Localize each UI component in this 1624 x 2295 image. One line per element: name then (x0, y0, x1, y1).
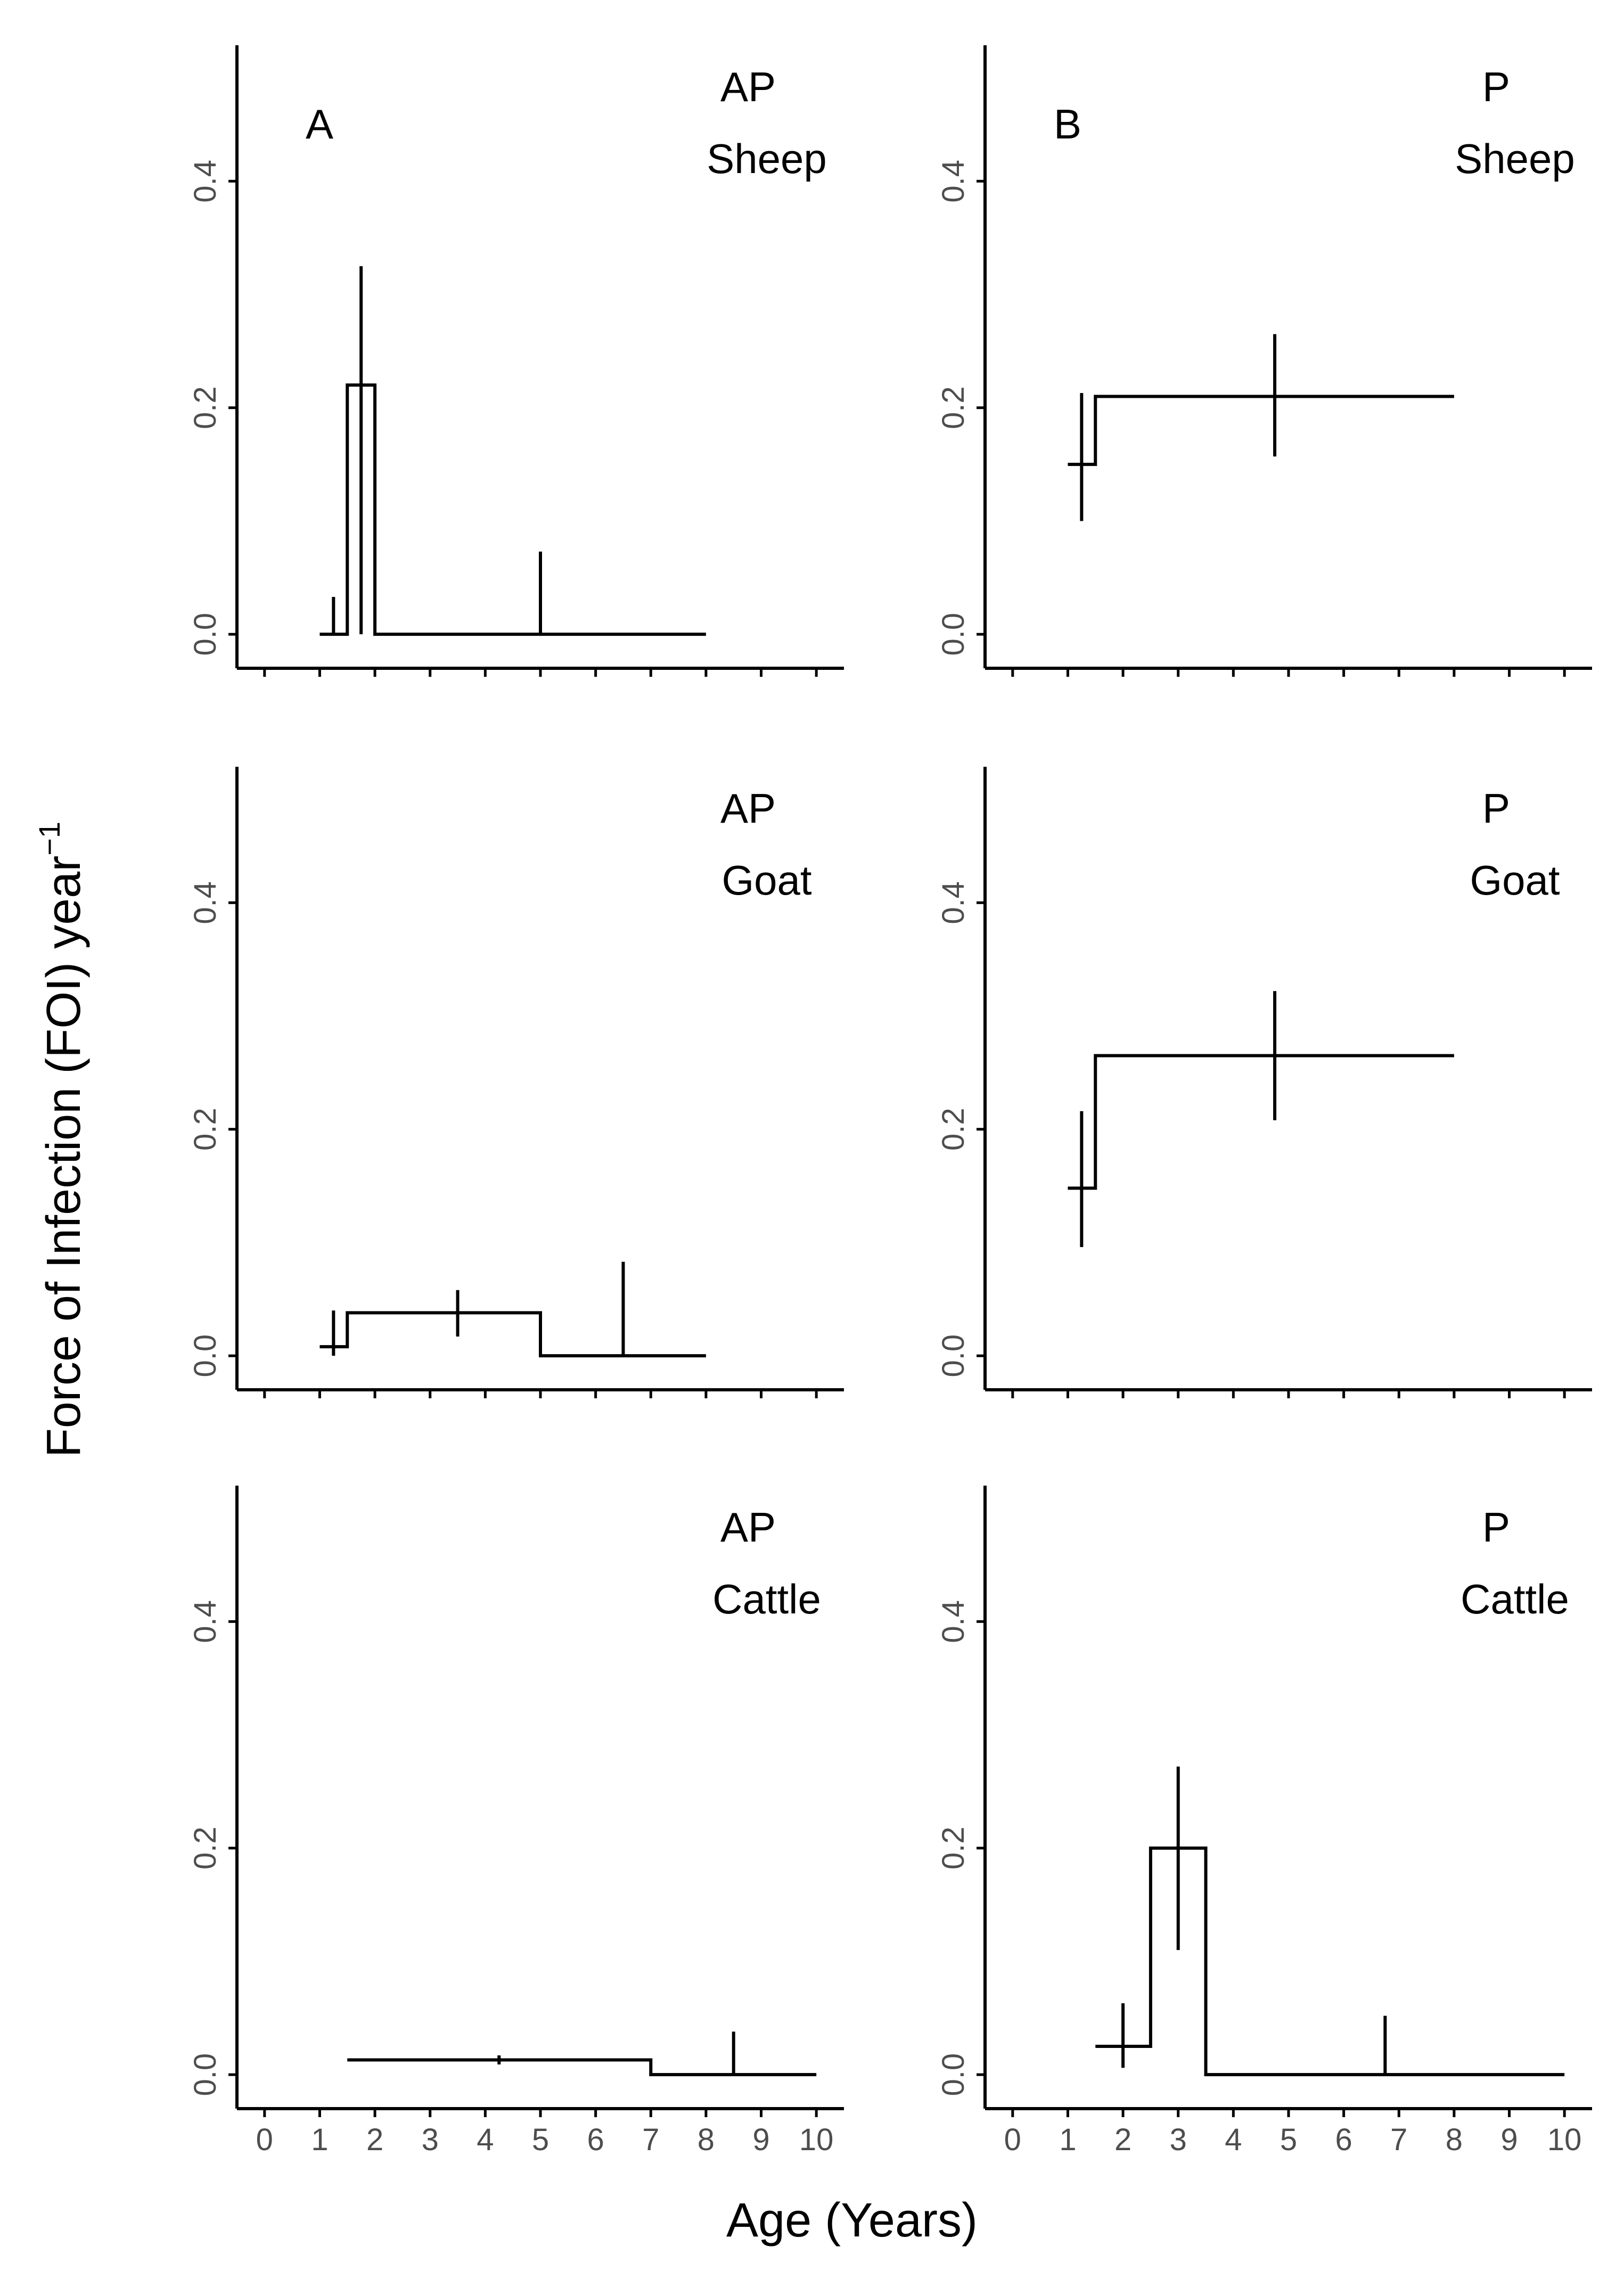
foi-step-line (1068, 1054, 1454, 1190)
panel-label-method: AP (720, 1504, 776, 1551)
x-tick-label: 5 (532, 2122, 549, 2157)
panel-label-method: P (1482, 785, 1510, 832)
y-tick-label: 0.4 (936, 160, 971, 203)
y-tick-label: 0.4 (936, 881, 971, 924)
x-tick-label: 5 (1280, 2122, 1297, 2157)
x-tick-label: 10 (799, 2122, 834, 2157)
y-tick-label: 0.0 (188, 1334, 223, 1378)
x-tick-label: 3 (1170, 2122, 1187, 2157)
x-axis-title: Age (Years) (726, 2194, 978, 2247)
y-tick-label: 0.2 (188, 386, 223, 429)
panel-3: 0.0 0.2 0.4 AP Goat (188, 767, 844, 1398)
panel-5: 0.0 0.2 0.4 0 1 2 3 4 5 6 7 8 9 10 AP Cattle (188, 1486, 844, 2157)
panel-label-species: Goat (1470, 857, 1560, 904)
panel-label-method: AP (720, 785, 776, 832)
panel-label-method: AP (720, 63, 776, 110)
panel-label-species: Goat (721, 857, 811, 904)
x-tick-label: 7 (1390, 2122, 1407, 2157)
foi-step-line (319, 383, 706, 636)
panel-label-species: Sheep (1455, 135, 1575, 182)
y-tick-label: 0.4 (188, 881, 223, 924)
y-tick-label: 0.0 (936, 613, 971, 656)
panel-label-species: Sheep (707, 135, 827, 182)
x-tick-label: 1 (311, 2122, 328, 2157)
panels-group: 0.00.20.4AAPSheep0.00.20.4BPSheep0.00.20… (188, 45, 1592, 2157)
x-tick-label: 9 (752, 2122, 769, 2157)
x-tick-label: 8 (698, 2122, 715, 2157)
panel-label-method: P (1482, 63, 1510, 110)
y-tick-label: 0.2 (188, 1108, 223, 1151)
y-axis-title-text: Force of Infection (FOI) year (37, 856, 91, 1457)
x-tick-label: 6 (1335, 2122, 1352, 2157)
panel-letter: A (306, 101, 333, 147)
y-axis-title: Force of Infection (FOI) year−1 (32, 822, 91, 1457)
panel-1: 0.0 0.2 0.4 A AP Sheep (188, 45, 844, 677)
foi-step-line (319, 1311, 706, 1358)
foi-step-line (1068, 395, 1454, 466)
panel-6: 0.0 0.2 0.4 0 1 2 3 4 5 6 7 8 9 10 P Cattle (936, 1486, 1592, 2157)
panel-label-species: Cattle (1461, 1576, 1569, 1622)
y-axis-title-superscript: −1 (32, 822, 66, 856)
y-tick-label: 0.4 (188, 160, 223, 203)
y-tick-label: 0.0 (188, 613, 223, 656)
x-tick-label: 7 (642, 2122, 659, 2157)
y-tick-label: 0.2 (936, 1108, 971, 1151)
y-tick-label: 0.2 (188, 1826, 223, 1870)
y-tick-label: 0.0 (936, 1334, 971, 1378)
x-tick-label: 10 (1547, 2122, 1582, 2157)
panel-label-species: Cattle (712, 1576, 821, 1622)
x-tick-label: 2 (366, 2122, 383, 2157)
x-tick-label: 0 (256, 2122, 273, 2157)
y-tick-label: 0.4 (188, 1600, 223, 1643)
x-tick-label: 2 (1114, 2122, 1131, 2157)
y-tick-label: 0.0 (188, 2053, 223, 2096)
y-tick-label: 0.0 (936, 2053, 971, 2096)
y-tick-label: 0.4 (936, 1600, 971, 1643)
x-tick-label: 3 (422, 2122, 439, 2157)
x-tick-label: 4 (477, 2122, 494, 2157)
foi-step-line (1095, 1846, 1565, 2077)
panel-label-method: P (1482, 1504, 1510, 1551)
panel-letter: B (1054, 101, 1081, 147)
y-tick-label: 0.2 (936, 386, 971, 429)
x-tick-label: 0 (1004, 2122, 1021, 2157)
panel-2: 0.0 0.2 0.4 B P Sheep (936, 45, 1592, 677)
x-tick-label: 1 (1059, 2122, 1076, 2157)
x-tick-label: 8 (1446, 2122, 1463, 2157)
x-tick-label: 6 (587, 2122, 604, 2157)
y-tick-label: 0.2 (936, 1826, 971, 1870)
x-tick-label: 4 (1225, 2122, 1242, 2157)
x-tick-label: 9 (1500, 2122, 1518, 2157)
panel-4: 0.0 0.2 0.4 P Goat (936, 767, 1592, 1398)
foi-step-line (347, 2058, 817, 2077)
